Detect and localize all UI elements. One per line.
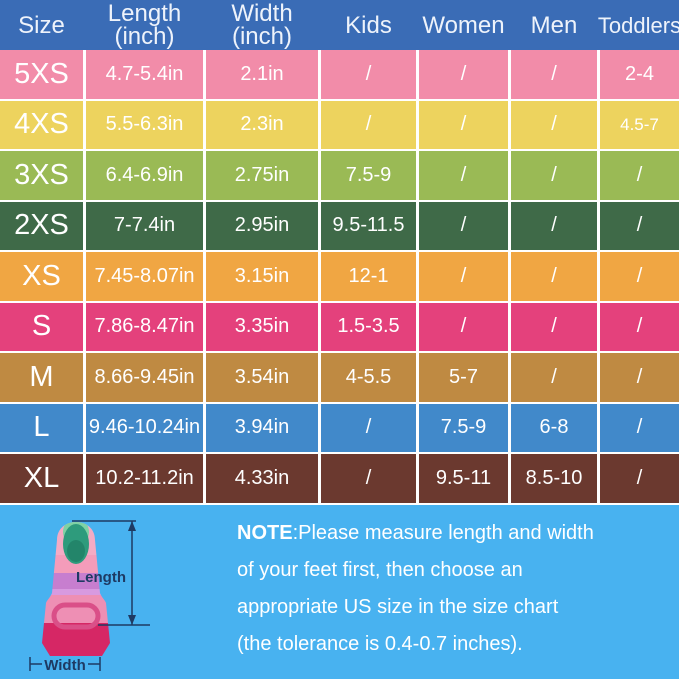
note-line: (the tolerance is 0.4-0.7 inches). — [237, 632, 523, 655]
cell-M-width: 3.54in — [206, 353, 318, 402]
cell-S-width: 3.35in — [206, 302, 318, 351]
cell-3XS-kids: 7.5-9 — [321, 151, 416, 200]
header-label: Width — [231, 0, 293, 27]
size-cell-2XS: 2XS — [0, 201, 83, 250]
cell-5XS-width: 2.1in — [206, 50, 318, 99]
header-cell-men: Men — [511, 0, 597, 50]
cell-3XS-men: / — [511, 151, 597, 200]
length-arrow-up — [128, 520, 136, 531]
cell-3XS-length: 6.4-6.9in — [86, 151, 203, 200]
cell-XL-women: 9.5-11 — [419, 454, 508, 503]
cell-2XS-kids: 9.5-11.5 — [321, 201, 416, 250]
header-sublabel: (inch) — [231, 23, 292, 50]
footer: Length Width NOTE:Please measure length … — [0, 502, 679, 679]
size-cell-3XS: 3XS — [0, 151, 83, 200]
size-cell-XS: XS — [0, 252, 83, 301]
cell-M-women: 5-7 — [419, 353, 508, 402]
cell-4XS-toddlers: 4.5-7 — [600, 100, 679, 149]
cell-3XS-width: 2.75in — [206, 151, 318, 200]
length-arrow-down — [128, 614, 136, 625]
note-line: of your feet first, then choose an — [237, 558, 523, 581]
header-cell-women: Women — [419, 0, 508, 50]
cell-XS-men: / — [511, 252, 597, 301]
cell-2XS-women: / — [419, 201, 508, 250]
cell-2XS-toddlers: / — [600, 201, 679, 250]
cell-XS-kids: 12-1 — [321, 252, 416, 301]
cell-4XS-width: 2.3in — [206, 100, 318, 149]
length-label: Length — [76, 569, 126, 586]
cell-S-kids: 1.5-3.5 — [321, 302, 416, 351]
note-line: appropriate US size in the size chart — [237, 595, 559, 618]
cell-L-length: 9.46-10.24in — [86, 403, 203, 452]
cell-4XS-kids: / — [321, 100, 416, 149]
cell-4XS-men: / — [511, 100, 597, 149]
cell-S-length: 7.86-8.47in — [86, 302, 203, 351]
header-label: Kids — [345, 11, 392, 39]
header-label: Size — [18, 11, 65, 39]
cell-S-women: / — [419, 302, 508, 351]
cell-5XS-toddlers: 2-4 — [600, 50, 679, 99]
size-cell-5XS: 5XS — [0, 50, 83, 99]
cell-XL-toddlers: / — [600, 454, 679, 503]
cell-2XS-width: 2.95in — [206, 201, 318, 250]
cell-S-men: / — [511, 302, 597, 351]
header-cell-length: Length (inch) — [86, 0, 203, 50]
cell-XL-width: 4.33in — [206, 454, 318, 503]
header-cell-width: Width (inch) — [206, 0, 318, 50]
cell-XS-length: 7.45-8.07in — [86, 252, 203, 301]
header-cell-size: Size — [0, 0, 83, 50]
size-cell-XL: XL — [0, 454, 83, 503]
fin-body — [42, 521, 110, 656]
cell-XS-women: / — [419, 252, 508, 301]
cell-M-kids: 4-5.5 — [321, 353, 416, 402]
header-cell-kids: Kids — [321, 0, 416, 50]
cell-5XS-men: / — [511, 50, 597, 99]
cell-4XS-women: / — [419, 100, 508, 149]
size-cell-S: S — [0, 302, 83, 351]
width-dimension-line — [29, 656, 101, 671]
width-label: Width — [44, 657, 86, 674]
cell-XL-length: 10.2-11.2in — [86, 454, 203, 503]
length-dimension-line — [72, 519, 150, 626]
header-label: Men — [530, 11, 578, 39]
header-sublabel: (inch) — [114, 23, 175, 50]
size-table-body: 5XS 4.7-5.4in 2.1in / //2-4 4XS 5.5-6.3in 2.3in… — [0, 50, 679, 503]
cell-L-women: 7.5-9 — [419, 403, 508, 452]
cell-M-men: / — [511, 353, 597, 402]
cell-XS-toddlers: / — [600, 252, 679, 301]
cell-4XS-length: 5.5-6.3in — [86, 100, 203, 149]
note-bold-prefix: NOTE — [237, 521, 293, 544]
header-label: Toddlers — [597, 12, 679, 38]
cell-L-width: 3.94in — [206, 403, 318, 452]
size-cell-L: L — [0, 403, 83, 452]
cell-2XS-men: / — [511, 201, 597, 250]
cell-3XS-women: / — [419, 151, 508, 200]
cell-5XS-women: / — [419, 50, 508, 99]
fin-heel-strap — [51, 602, 101, 629]
cell-S-toddlers: / — [600, 302, 679, 351]
header-cell-toddlers: Toddlers — [597, 0, 679, 50]
cell-XS-width: 3.15in — [206, 252, 318, 301]
cell-M-length: 8.66-9.45in — [86, 353, 203, 402]
fin-diagram-svg: Length Width — [29, 519, 150, 674]
size-table-header: Size Length (inch) Width (inch) Kids Wom… — [0, 0, 679, 50]
cell-L-men: 6-8 — [511, 403, 597, 452]
size-cell-4XS: 4XS — [0, 100, 83, 149]
swim-fin-illustration: Length Width — [0, 505, 230, 679]
note-text: NOTE:Please measure length and width of … — [237, 515, 677, 663]
cell-XL-kids: / — [321, 454, 416, 503]
note-line: NOTE:Please measure length and width — [237, 521, 594, 544]
cell-5XS-kids: / — [321, 50, 416, 99]
size-cell-M: M — [0, 353, 83, 402]
cell-L-toddlers: / — [600, 403, 679, 452]
header-label: Length — [107, 0, 182, 27]
cell-M-toddlers: / — [600, 353, 679, 402]
cell-2XS-length: 7-7.4in — [86, 201, 203, 250]
cell-L-kids: / — [321, 403, 416, 452]
header-label: Women — [422, 11, 505, 39]
cell-3XS-toddlers: / — [600, 151, 679, 200]
cell-5XS-length: 4.7-5.4in — [86, 50, 203, 99]
cell-XL-men: 8.5-10 — [511, 454, 597, 503]
